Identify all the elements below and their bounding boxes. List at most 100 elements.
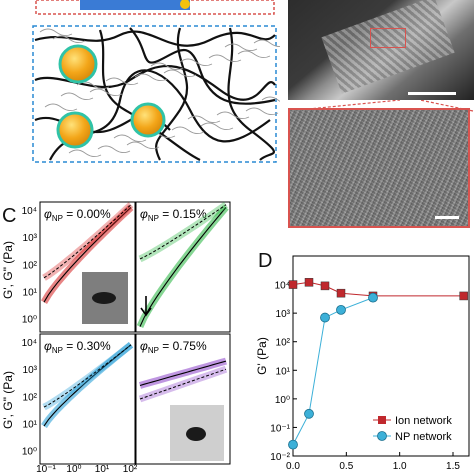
scale-bar	[408, 92, 456, 95]
y-tick-label: 10⁴	[22, 338, 37, 349]
subplot-label: φNP = 0.75%	[140, 339, 207, 355]
storage-modulus-fit	[139, 207, 227, 327]
y-tick-label: 10²	[23, 392, 38, 403]
legend-marker	[377, 431, 387, 441]
ion-network-point	[304, 278, 314, 287]
y-tick-label: 10¹	[276, 366, 291, 377]
grey-chain	[216, 111, 250, 120]
y-tick-label: 10³	[23, 233, 38, 244]
subplot-label: φNP = 0.30%	[44, 339, 111, 355]
loss-modulus-fit	[139, 368, 227, 400]
y-tick-label: 10³	[23, 365, 38, 376]
y-tick-label: 10⁴	[275, 281, 290, 292]
y-axis-label: G', G" (Pa)	[1, 241, 15, 299]
y-axis-label: G' (Pa)	[255, 337, 269, 375]
grey-chain	[60, 92, 94, 101]
sem-image-zoomed	[288, 108, 470, 228]
polymer-chain	[98, 29, 201, 161]
y-tick-label: 10⁻²	[270, 452, 290, 463]
sem-image-overview	[288, 0, 474, 100]
y-tick-label: 10⁻¹	[270, 423, 290, 434]
nanoparticle	[58, 44, 98, 84]
sample-blob	[92, 292, 116, 304]
legend-marker	[378, 416, 386, 424]
y-tick-label: 10¹	[23, 419, 38, 430]
modulus-chart: 10⁻² 10⁻¹ 10⁰ 10¹ 10² 10³ 10⁴ 0.0 0.5 1.0 1.5 G' (P…	[255, 255, 470, 472]
grey-chain	[224, 43, 258, 52]
x-tick-label: 0.0	[286, 461, 300, 472]
storage-modulus-fit	[139, 360, 227, 387]
np-network-point	[320, 312, 330, 323]
loss-modulus-fit	[43, 204, 132, 279]
rheology-panel: φNP = 0.00% φNP = 0.15% φNP = 0.30% φNP = 0…	[1, 201, 231, 474]
sample-blob	[186, 427, 206, 441]
nanoparticle	[56, 111, 94, 149]
zoom-box	[370, 28, 406, 48]
grey-chain	[97, 145, 131, 154]
storage-modulus-fit	[43, 206, 132, 303]
x-tick-label: 1.5	[446, 461, 460, 472]
polymer-chain	[34, 64, 276, 101]
grey-chain	[261, 96, 280, 102]
grey-chain	[208, 54, 242, 63]
grey-chain	[105, 77, 139, 86]
loss-modulus-fit	[43, 344, 132, 408]
y-tick-label: 10⁰	[275, 395, 290, 406]
legend-label: Ion network	[395, 415, 452, 427]
ion-network-point	[288, 280, 298, 289]
x-tick-label: 1.0	[393, 461, 407, 472]
np-network-point	[336, 304, 346, 315]
x-tick-label: 10⁰	[66, 464, 81, 474]
x-tick-label: 10¹	[95, 464, 110, 474]
polymer-chain	[227, 27, 275, 161]
grey-chain	[245, 107, 279, 116]
grey-chain	[187, 115, 221, 124]
np-network-point	[288, 439, 298, 450]
subplot-label: φNP = 0.15%	[140, 207, 207, 223]
panel-label-d: D	[258, 250, 273, 272]
grey-chain	[68, 149, 102, 158]
grey-chain	[113, 134, 147, 143]
legend-label: NP network	[395, 431, 452, 443]
y-tick-label: 10¹	[23, 287, 38, 298]
zoom-connector	[288, 100, 474, 112]
grey-chain	[200, 122, 234, 131]
ion-network-point	[459, 291, 468, 301]
x-tick-label: 10⁻¹	[36, 464, 56, 474]
ion-network-point	[320, 281, 330, 291]
grey-chain	[150, 62, 184, 71]
grey-chain	[44, 103, 78, 112]
grey-chain	[126, 141, 160, 150]
x-tick-label: 0.5	[339, 461, 353, 472]
panel-label-c: C	[2, 205, 17, 227]
polymer-chain	[34, 30, 276, 47]
grey-chain	[171, 126, 205, 135]
subplot-label: φNP = 0.00%	[44, 207, 111, 223]
grey-chain	[39, 28, 73, 37]
y-tick-label: 10²	[276, 338, 291, 349]
y-tick-label: 10⁴	[22, 206, 37, 217]
y-tick-label: 10⁰	[22, 446, 37, 457]
y-tick-label: 10⁰	[22, 314, 37, 325]
grey-chain	[163, 69, 197, 78]
loss-modulus-fit	[139, 204, 227, 260]
scale-bar	[435, 216, 459, 219]
y-tick-label: 10³	[276, 309, 291, 320]
storage-modulus-fit	[43, 344, 132, 427]
nanoparticle	[130, 102, 166, 138]
x-tick-label: 10²	[123, 464, 138, 474]
np-network-point	[304, 408, 314, 419]
polymer-chain	[129, 27, 276, 105]
grey-chain	[134, 73, 168, 82]
schematic-illustration	[32, 0, 280, 163]
grey-chain	[179, 58, 213, 67]
y-axis-label: G', G" (Pa)	[1, 371, 15, 429]
ion-network-point	[336, 288, 346, 298]
grey-chain	[237, 50, 271, 59]
grey-chain	[253, 39, 280, 48]
y-tick-label: 10²	[23, 260, 38, 271]
grey-chain	[52, 35, 86, 44]
np-network-point	[368, 292, 378, 303]
down-arrow-icon	[140, 296, 152, 317]
grey-chain	[89, 88, 123, 97]
